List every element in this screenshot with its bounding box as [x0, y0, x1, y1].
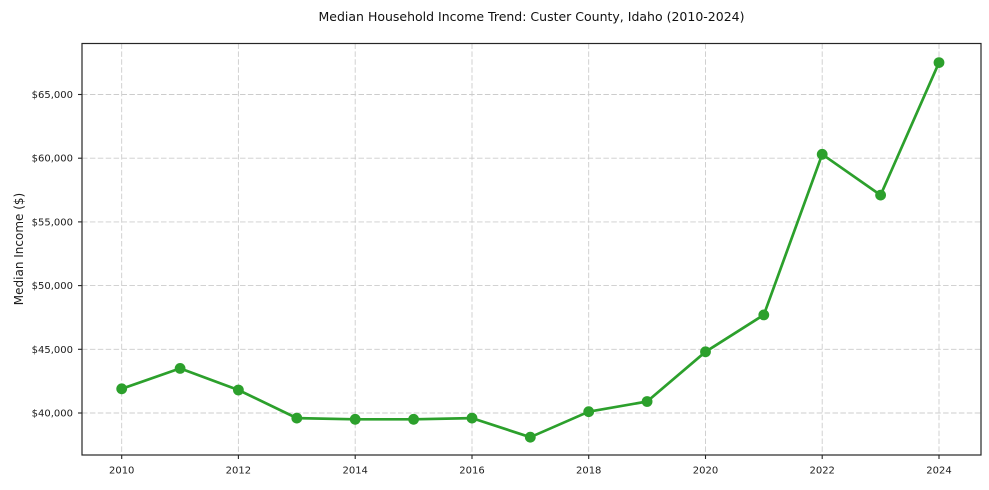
- plot-border: [81, 42, 982, 456]
- data-point-2015: [408, 413, 419, 425]
- x-tick-label: 2022: [809, 466, 834, 477]
- data-point-2011: [174, 363, 186, 374]
- data-point-2019: [641, 396, 653, 407]
- y-tick-label: $60,000: [32, 154, 73, 165]
- data-point-2021: [758, 309, 770, 321]
- data-point-2022: [816, 148, 828, 160]
- data-point-2023: [875, 189, 886, 201]
- y-tick-label: $55,000: [32, 217, 73, 228]
- chart-title: Median Household Income Trend: Custer Co…: [318, 9, 745, 24]
- x-tick-label: 2020: [693, 466, 718, 477]
- y-tick-label: $40,000: [32, 409, 73, 420]
- data-point-2013: [291, 412, 303, 424]
- y-tick-label: $50,000: [32, 281, 73, 292]
- data-point-2018: [583, 406, 595, 418]
- y-tick-label: $65,000: [32, 90, 73, 101]
- x-tick-label: 2018: [576, 466, 601, 477]
- data-point-2010: [116, 383, 128, 395]
- data-point-2014: [349, 413, 361, 425]
- data-point-2020: [700, 346, 711, 358]
- data-point-2017: [524, 431, 536, 443]
- data-point-2012: [233, 384, 244, 396]
- x-tick-label: 2024: [926, 466, 951, 477]
- data-point-2024: [933, 57, 945, 68]
- x-tick-label: 2014: [342, 466, 367, 477]
- x-tick-label: 2012: [226, 466, 251, 477]
- trend-line: [120, 61, 941, 439]
- y-tick-label: $45,000: [32, 345, 73, 356]
- data-point-2016: [466, 412, 478, 424]
- x-tick-label: 2010: [109, 466, 134, 477]
- x-tick-label: 2016: [459, 466, 484, 477]
